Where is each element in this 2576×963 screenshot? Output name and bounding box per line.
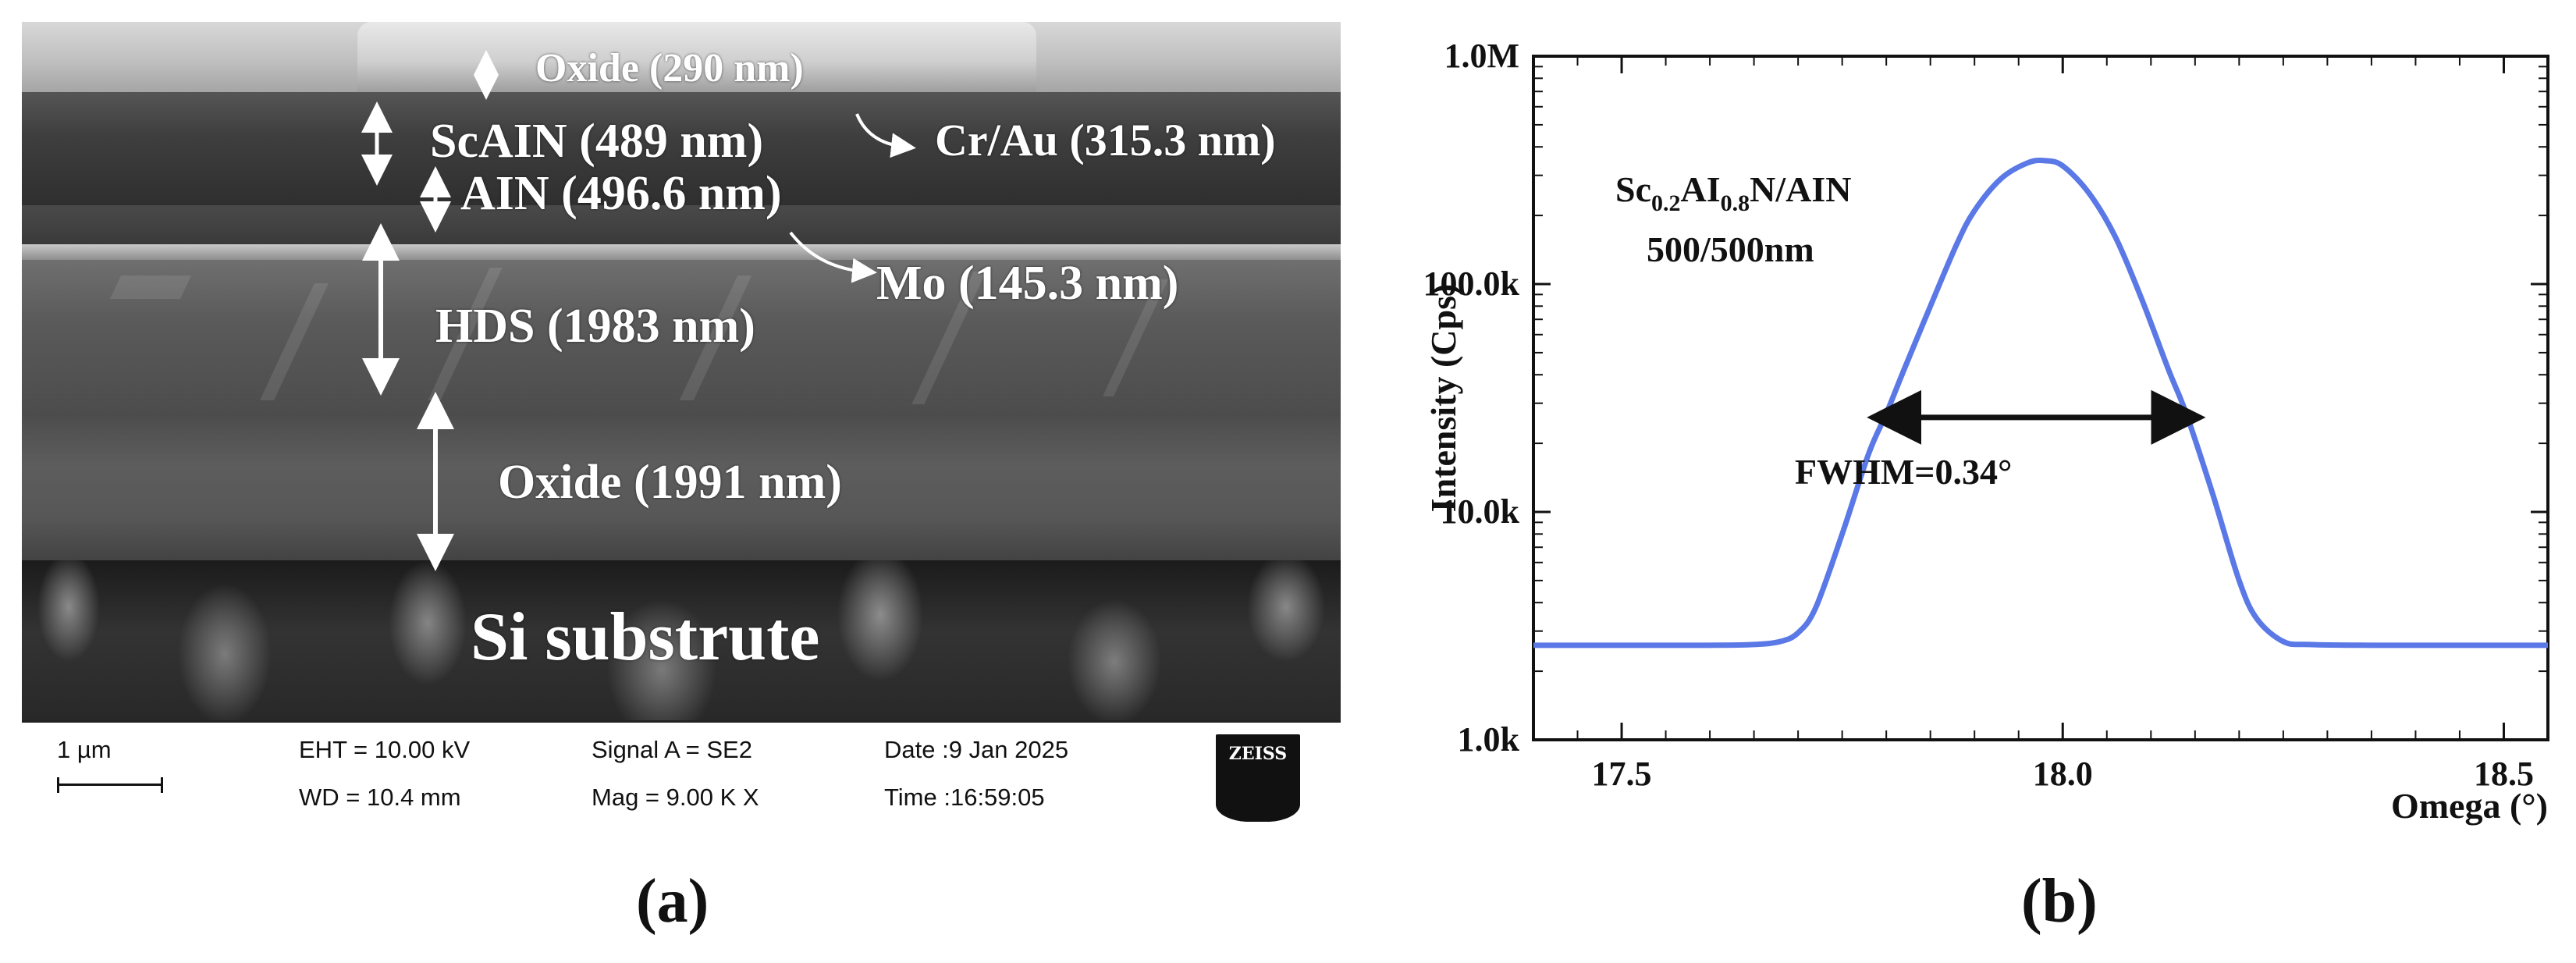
plot-frame [1532, 55, 2549, 741]
eht-value: EHT = 10.00 kV [299, 736, 471, 763]
sample-sub-al: 0.8 [1721, 190, 1750, 216]
mo-layer [22, 244, 1341, 260]
sample-n-aln: N/AIN [1750, 169, 1851, 209]
wd-value: WD = 10.4 mm [299, 784, 461, 811]
xrd-chart-panel: 1.0k 10.0k 100.0k 1.0M 17.5 18.0 18.5 FWHM=0.3… [1327, 0, 2576, 858]
time-value: Time :16:59:05 [884, 784, 1045, 811]
mo-leader-arrow [789, 231, 877, 283]
sem-image-panel: Oxide (290 nm) ScAIN (489 nm) Cr/Au (315… [22, 22, 1341, 830]
top-oxide-layer [357, 22, 1036, 94]
x-axis-title: Omega (°) [2391, 786, 2548, 826]
caption-b: (b) [2021, 867, 2098, 936]
y-tick-label: 10.0k [1441, 492, 1520, 531]
y-tick-label: 100.0k [1423, 265, 1520, 303]
xrd-rocking-curve-chart: 1.0k 10.0k 100.0k 1.0M 17.5 18.0 18.5 FWHM=0.3… [1423, 37, 2549, 826]
scale-bar-label: 1 µm [57, 736, 112, 763]
sample-al: AI [1681, 169, 1721, 209]
label-oxide-top: Oxide (290 nm) [535, 46, 804, 91]
x-tick-label: 18.0 [2033, 755, 2093, 793]
sample-sub-sc: 0.2 [1651, 190, 1681, 216]
aln-layer [22, 205, 1341, 244]
label-oxide: Oxide (1991 nm) [498, 456, 842, 509]
scaln-layer [22, 92, 1341, 205]
label-aln: AIN (496.6 nm) [460, 167, 782, 220]
si-substrate-layer [22, 560, 1341, 740]
date-value: Date :9 Jan 2025 [884, 736, 1069, 763]
caption-a: (a) [636, 867, 709, 936]
x-tick-label: 18.5 [2474, 755, 2534, 793]
zeiss-logo: ZEISS [1216, 734, 1300, 822]
zeiss-logo-text: ZEISS [1228, 744, 1288, 764]
label-cr-au: Cr/Au (315.3 nm) [935, 115, 1276, 165]
signal-value: Signal A = SE2 [592, 736, 752, 763]
label-scaln: ScAIN (489 nm) [430, 115, 764, 168]
label-hds: HDS (1983 nm) [435, 300, 755, 353]
sem-info-bar: 1 µm EHT = 10.00 kV WD = 10.4 mm Signal … [22, 720, 1341, 830]
sample-annotation: Sc0.2AI0.8N/AIN [1615, 169, 1851, 216]
series-line [1533, 157, 2549, 649]
sample-sc: Sc [1615, 169, 1651, 209]
sample-thickness-annotation: 500/500nm [1647, 229, 1814, 269]
scale-bar [57, 777, 163, 793]
label-si-substrate: Si substrute [471, 599, 820, 675]
craui-leader-arrow [855, 113, 916, 158]
y-axis-title: Intensity (Cps) [1423, 284, 1463, 513]
hds-layer [22, 260, 1341, 416]
label-mo: Mo (145.3 nm) [876, 257, 1179, 310]
y-tick-label: 1.0M [1444, 37, 1519, 75]
y-tick-label: 1.0k [1458, 720, 1520, 759]
sem-arrows [361, 50, 916, 571]
x-tick-label: 17.5 [1592, 755, 1652, 793]
oxide-layer [22, 416, 1341, 560]
mag-value: Mag = 9.00 K X [592, 784, 759, 811]
fwhm-annotation: FWHM=0.34° [1795, 452, 2012, 492]
